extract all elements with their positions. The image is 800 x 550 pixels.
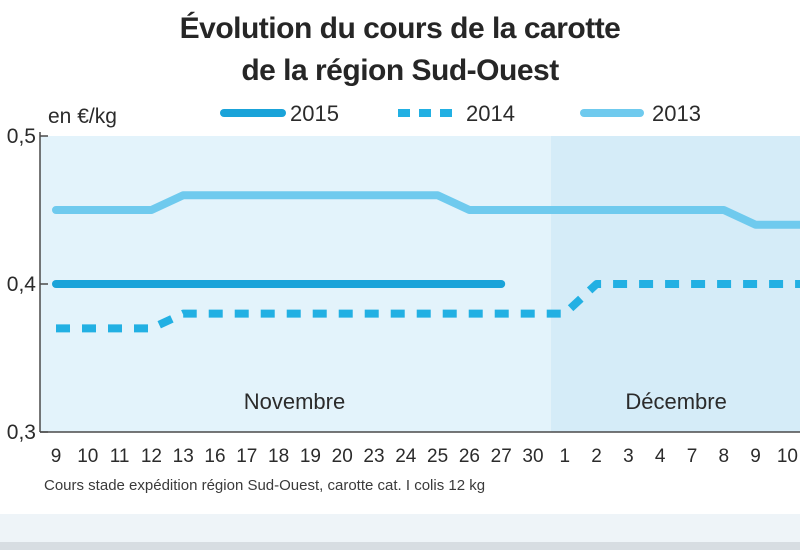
x-tick-label: 27 [491, 446, 512, 467]
y-tick-label: 0,3 [7, 421, 36, 444]
y-ticks: 0,5 0,4 0,3 [7, 125, 48, 444]
x-tick-label: 30 [522, 446, 543, 467]
title-line-2: de la région Sud-Ouest [241, 54, 559, 87]
x-tick-label: 12 [141, 446, 162, 467]
x-tick-label: 24 [395, 446, 417, 467]
x-tick-label: 4 [655, 446, 666, 467]
series-layer [52, 191, 800, 333]
y-axis-unit-label: en €/kg [48, 105, 117, 128]
legend: 2015 2014 2013 [220, 101, 701, 126]
legend-label-2013: 2013 [652, 101, 701, 126]
x-tick-label: 2 [591, 446, 602, 467]
y-tick-label: 0,4 [7, 273, 37, 296]
month-label: Novembre [244, 389, 345, 414]
month-labels: Novembre Décembre [244, 389, 727, 414]
x-tick-label: 23 [363, 446, 384, 467]
legend-label-2014: 2014 [466, 101, 515, 126]
x-tick-label: 11 [110, 446, 130, 467]
x-tick-label: 18 [268, 446, 289, 467]
series-line-2014 [56, 280, 800, 333]
x-tick-label: 16 [204, 446, 225, 467]
page-title: Évolution du cours de la carotte de la r… [0, 8, 800, 92]
y-tick-label: 0,5 [7, 125, 36, 148]
line-chart: 0,50,40,3 9 10 11 12 13 16 17 18 19 20 23 24 25 26 27 3… [7, 101, 800, 467]
x-tick-label: 10 [777, 446, 798, 467]
x-tick-label: 20 [332, 446, 353, 467]
x-tick-label: 19 [300, 446, 321, 467]
series-line-2013 [52, 191, 800, 229]
bottom-bar [0, 542, 800, 550]
x-tick-label: 10 [77, 446, 98, 467]
x-tick-label: 9 [750, 446, 761, 467]
x-ticks: 9 10 11 12 13 16 17 18 19 20 23 24 25 26 27 30 1 2 3 4 7 8 9 10 [51, 446, 798, 467]
x-tick-label: 26 [459, 446, 480, 467]
x-tick-label: 9 [51, 446, 62, 467]
source-note: Cours stade expédition région Sud-Ouest,… [44, 477, 486, 494]
x-tick-label: 1 [560, 446, 571, 467]
bottom-strip [0, 514, 800, 550]
x-tick-label: 17 [236, 446, 257, 467]
x-tick-label: 3 [623, 446, 634, 467]
x-tick-label: 7 [687, 446, 698, 467]
x-tick-label: 13 [173, 446, 194, 467]
x-tick-label: 8 [719, 446, 730, 467]
legend-label-2015: 2015 [290, 101, 339, 126]
title-line-1: Évolution du cours de la carotte [179, 12, 621, 45]
x-tick-label: 25 [427, 446, 448, 467]
month-label: Décembre [625, 389, 726, 414]
